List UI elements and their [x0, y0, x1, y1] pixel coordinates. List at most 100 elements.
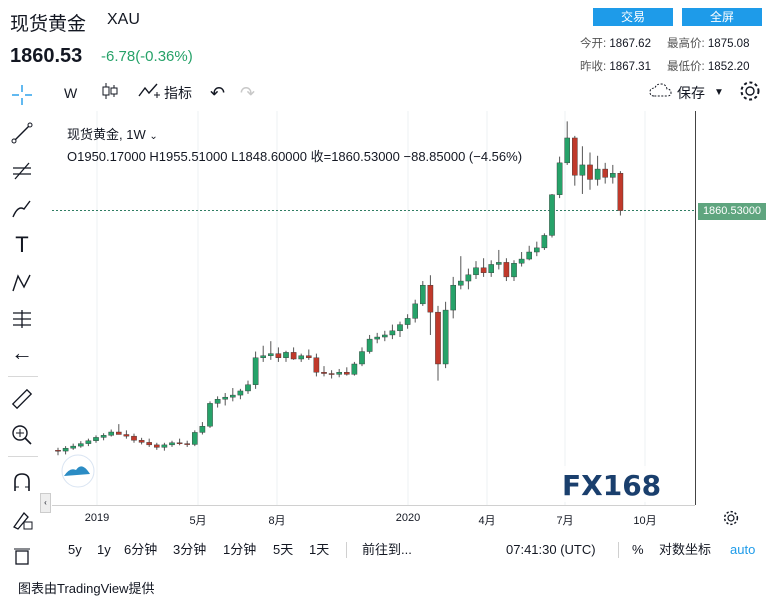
fib-tool-icon[interactable] — [6, 156, 38, 186]
time-tick: 2020 — [395, 512, 421, 524]
undo-icon[interactable]: ↶ — [210, 83, 226, 103]
save-dropdown-icon[interactable]: ▼ — [714, 87, 724, 98]
redo-icon[interactable]: ↷ — [240, 83, 256, 103]
lock-drawing-icon[interactable] — [6, 504, 38, 534]
candle — [313, 357, 320, 373]
collapse-toolbar-icon[interactable]: ‹ — [40, 493, 51, 513]
brush-icon[interactable] — [6, 194, 38, 224]
percent-scale-toggle[interactable]: % — [632, 542, 644, 557]
legend-ohlc: O1950.17000 H1955.51000 L1848.60000 收=18… — [67, 149, 523, 164]
candle — [283, 352, 289, 358]
candle — [321, 372, 327, 374]
candle — [496, 262, 502, 265]
time-tick: 4月 — [478, 515, 496, 527]
candle — [344, 372, 350, 375]
symbol-code: XAU — [107, 11, 140, 28]
candle — [382, 334, 388, 338]
last-price-tag: 1860.53000 — [698, 202, 766, 220]
symbol-title: 现货黄金 — [10, 14, 87, 35]
candle — [305, 355, 312, 358]
range-1y[interactable]: 1y — [97, 542, 111, 557]
candle — [488, 264, 495, 273]
auto-scale-toggle[interactable]: auto — [730, 542, 756, 557]
legend-chevron-icon[interactable]: ⌄ — [149, 131, 158, 142]
trash-icon[interactable] — [6, 540, 38, 570]
prediction-icon[interactable] — [6, 304, 38, 334]
candle — [442, 309, 449, 365]
indicators-icon[interactable] — [137, 78, 161, 108]
candle — [146, 442, 152, 446]
candle — [587, 164, 593, 180]
range-5d[interactable]: 5天 — [273, 542, 294, 557]
candle — [602, 168, 608, 178]
candle — [267, 353, 274, 356]
candle — [404, 318, 411, 325]
candle — [480, 267, 487, 273]
candle — [55, 450, 61, 452]
watermark-text: FX168 — [562, 469, 661, 502]
back-arrow-icon[interactable]: ← — [11, 340, 33, 365]
candle — [100, 435, 107, 438]
candle — [397, 324, 403, 332]
zoom-in-icon[interactable] — [6, 420, 38, 450]
axis-settings-gear-icon[interactable] — [722, 509, 742, 529]
fullscreen-button[interactable]: 全屏 — [682, 8, 762, 26]
candle — [131, 435, 137, 441]
magnet-icon[interactable] — [6, 468, 38, 498]
log-scale-toggle[interactable]: 对数坐标 — [659, 542, 712, 557]
clock-time[interactable]: 07:41:30 (UTC) — [506, 542, 596, 557]
candle — [579, 164, 586, 176]
range-1m[interactable]: 1分钟 — [223, 542, 257, 557]
cloud-save-icon[interactable] — [648, 78, 674, 108]
candle — [503, 262, 510, 278]
trade-button[interactable]: 交易 — [593, 8, 673, 26]
chart-top-toolbar: W 指标 ↶ ↷ 保存 ▼ — [0, 78, 772, 108]
time-axis[interactable]: 2019 5月 8月 2020 4月 7月 10月 — [52, 505, 695, 530]
time-tick: 5月 — [189, 515, 207, 527]
ruler-icon[interactable] — [6, 384, 38, 414]
price-chart[interactable]: FX168 — [52, 111, 695, 505]
quote-open: 今开: 1867.62 — [580, 38, 651, 50]
quote-prev-close: 昨收: 1867.31 — [580, 61, 651, 73]
candle — [245, 384, 251, 392]
text-tool-icon[interactable]: T — [15, 232, 29, 257]
candle — [435, 311, 441, 365]
range-3m[interactable]: 3分钟 — [173, 542, 207, 557]
candle — [511, 263, 517, 278]
crosshair-icon[interactable] — [6, 80, 38, 110]
range-6m[interactable]: 6分钟 — [124, 542, 158, 557]
indicators-button[interactable]: 指标 — [164, 85, 192, 101]
interval-selector[interactable]: W — [64, 85, 78, 101]
candle — [556, 162, 563, 195]
candle — [336, 372, 343, 375]
candle — [420, 284, 426, 305]
candle — [594, 168, 601, 180]
candle — [465, 274, 472, 282]
candle — [161, 444, 168, 448]
candle — [252, 357, 259, 385]
range-1d[interactable]: 1天 — [309, 542, 330, 557]
candle — [549, 194, 555, 236]
candle — [412, 303, 419, 319]
price-axis[interactable]: 1860.53000 — [695, 111, 772, 505]
quote-low: 最低价: 1852.20 — [667, 61, 750, 73]
settings-gear-icon[interactable] — [738, 78, 762, 108]
candle-style-icon[interactable] — [100, 78, 122, 108]
pattern-icon[interactable] — [6, 268, 38, 298]
candle — [115, 431, 122, 435]
candle — [199, 426, 206, 433]
candle — [153, 444, 160, 448]
legend-symbol[interactable]: 现货黄金, 1W ⌄ — [67, 127, 158, 142]
candle — [518, 258, 525, 264]
candle — [389, 330, 396, 336]
save-button[interactable]: 保存 — [677, 85, 705, 101]
trend-line-icon[interactable] — [6, 118, 38, 148]
time-tick: 2019 — [84, 512, 110, 524]
range-5y[interactable]: 5y — [68, 542, 82, 557]
candle — [541, 235, 548, 249]
time-tick: 8月 — [268, 515, 286, 527]
quote-high: 最高价: 1875.08 — [667, 38, 750, 50]
goto-date-button[interactable]: 前往到... — [362, 542, 412, 557]
drawing-toolbar: T ← ‹ — [0, 78, 51, 588]
candle — [93, 437, 99, 441]
